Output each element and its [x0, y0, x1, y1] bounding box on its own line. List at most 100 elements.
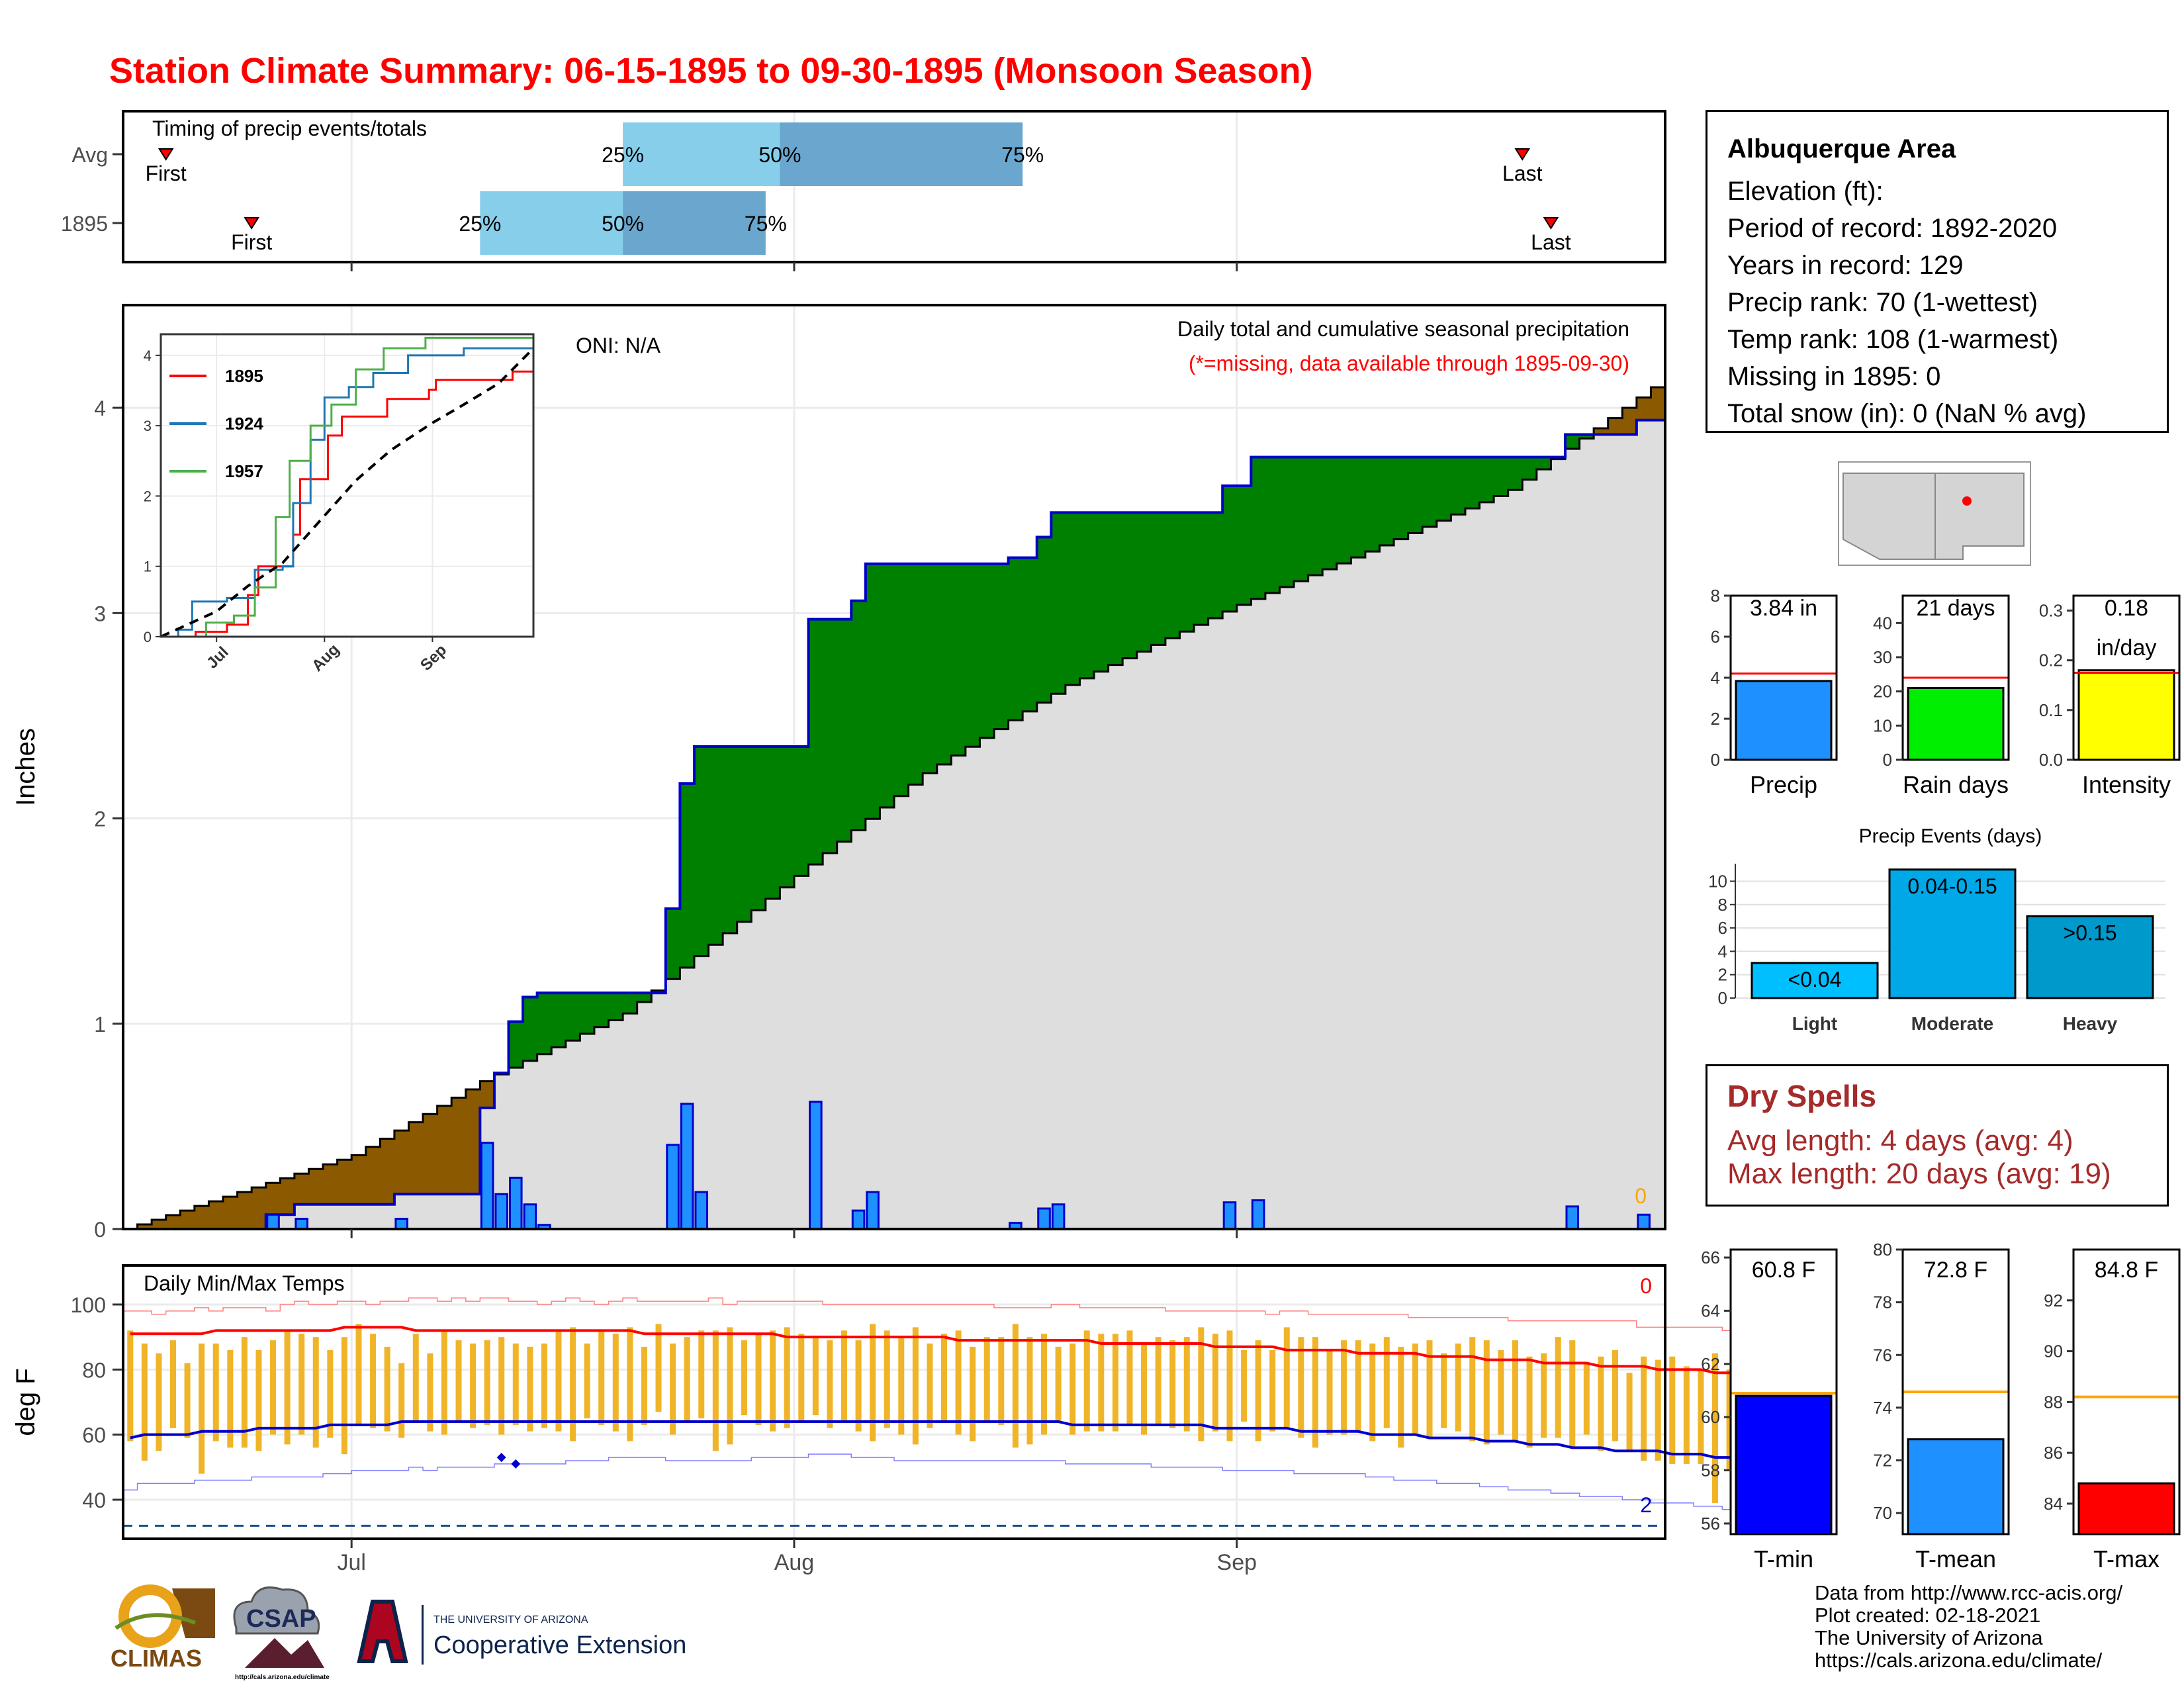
- summary-name-label: Rain days: [1903, 771, 2009, 798]
- precip-y-tick-label: 1: [94, 1013, 106, 1036]
- cum-base-area: [1536, 469, 1551, 1230]
- daily-temp-bar: [1412, 1344, 1418, 1435]
- cum-deficit-area: [480, 1081, 495, 1108]
- cum-base-area: [1565, 449, 1580, 1230]
- cum-surplus-area: [637, 993, 652, 1002]
- daily-temp-bar: [1483, 1340, 1490, 1445]
- events-x-label: Heavy: [2063, 1013, 2118, 1034]
- daily-temp-bar: [1169, 1340, 1176, 1428]
- temp-summary-y-tick-label: 88: [2044, 1392, 2063, 1412]
- daily-temp-bar: [312, 1337, 319, 1448]
- daily-temp-bar: [1698, 1369, 1704, 1464]
- map-arizona: [1843, 473, 1936, 560]
- temp-summary-y-tick-label: 62: [1701, 1354, 1720, 1374]
- inset-series-1895: [161, 366, 535, 638]
- events-bar-heavy: [2026, 915, 2154, 999]
- climas-logo: CLIMAS: [111, 1584, 215, 1672]
- cum-base-area: [1194, 625, 1209, 1229]
- temp-panel: 40 60 80 100 Daily Min/Max Temps 0 2 deg F: [11, 1264, 1808, 1540]
- record-low-marker-icon: [496, 1453, 506, 1463]
- precip-y-tick-label: 2: [94, 807, 106, 831]
- cum-surplus-area: [508, 1021, 523, 1068]
- cum-deficit-area: [465, 1089, 480, 1195]
- daily-temp-bar: [612, 1334, 619, 1432]
- cum-surplus-area: [1151, 512, 1166, 645]
- daily-temp-bar: [641, 1346, 647, 1425]
- info-line: Elevation (ft):: [1727, 177, 1884, 206]
- oni-label: ONI: N/A: [576, 334, 661, 357]
- record-low-line: [123, 1453, 1808, 1517]
- ua-divider: [422, 1605, 424, 1665]
- cum-base-area: [1079, 678, 1095, 1229]
- cum-surplus-area: [923, 563, 938, 774]
- cum-surplus-area: [1094, 512, 1109, 672]
- daily-temp-bar: [141, 1344, 148, 1461]
- info-line: Precip rank: 70 (1-wettest): [1727, 288, 2038, 317]
- cum-surplus-area: [1179, 512, 1195, 632]
- events-title: Precip Events (days): [1859, 825, 2042, 847]
- cum-surplus-area: [808, 619, 823, 865]
- cum-base-area: [1294, 581, 1309, 1229]
- temp-summary-bar-t-min: [1735, 1394, 1833, 1535]
- temp-summary-y-tick-label: 64: [1701, 1301, 1720, 1320]
- avg-cumulative-line: [123, 386, 1665, 1230]
- cum-base-area: [537, 1054, 552, 1229]
- daily-temp-bar: [270, 1340, 277, 1435]
- cum-surplus-area: [1494, 457, 1509, 496]
- daily-temp-bar: [527, 1346, 533, 1432]
- daily-temp-bar: [1469, 1337, 1476, 1441]
- cum-surplus-area: [894, 563, 909, 796]
- record-low-count: 2: [1640, 1493, 1652, 1517]
- precip-desc-1: Daily total and cumulative seasonal prec…: [1177, 317, 1629, 341]
- timing-p50-label: 50%: [758, 143, 801, 167]
- temp-summary-y-tick-label: 78: [1873, 1293, 1892, 1312]
- daily-temp-bar: [884, 1330, 890, 1428]
- daily-temp-bar: [541, 1344, 547, 1428]
- csap-cloud-icon: [233, 1586, 320, 1635]
- temp-summary-bar-t-max: [2077, 1482, 2175, 1535]
- daily-temp-bar: [241, 1337, 248, 1448]
- daily-precip-bar: [480, 1142, 494, 1230]
- timing-p50-label: 50%: [602, 212, 644, 236]
- daily-temp-bar: [1683, 1366, 1690, 1464]
- daily-temp-bar: [127, 1330, 134, 1441]
- cum-base-area: [637, 1001, 652, 1229]
- inset-y-tick-label: 4: [144, 347, 152, 364]
- daily-temp-bar: [1569, 1340, 1576, 1448]
- timing-bar-q1: [623, 122, 780, 186]
- cum-base-area: [737, 921, 752, 1229]
- cum-base-area: [865, 819, 880, 1229]
- cum-base-area: [923, 773, 938, 1229]
- cum-base-area: [794, 876, 809, 1229]
- daily-temp-bar: [1255, 1340, 1261, 1441]
- daily-temp-bar: [1555, 1337, 1561, 1438]
- daily-temp-bar: [570, 1327, 576, 1441]
- cum-base-area: [1165, 638, 1180, 1229]
- cum-base-area: [1351, 557, 1366, 1229]
- events-y-tick-label: 6: [1718, 918, 1727, 938]
- cum-base-area: [723, 933, 738, 1229]
- daily-temp-bar: [770, 1330, 776, 1432]
- credit-line: Data from http://www.rcc-acis.org/: [1815, 1581, 2123, 1604]
- cum-base-area: [880, 807, 895, 1229]
- daily-temp-bar: [841, 1330, 847, 1422]
- cum-deficit-area: [365, 1146, 381, 1205]
- summary-panel-frame: [1901, 594, 2010, 761]
- cum-surplus-area: [608, 993, 623, 1021]
- cum-base-area: [1036, 702, 1052, 1229]
- cum-deficit-area: [265, 1183, 281, 1215]
- daily-temp-bar: [927, 1344, 933, 1428]
- credit-line: https://cals.arizona.edu/climate/: [1815, 1649, 2103, 1672]
- cum-deficit-area: [423, 1114, 438, 1195]
- cum-surplus-area: [1394, 457, 1409, 539]
- daily-temp-bar: [912, 1327, 919, 1445]
- cum-base-area: [1551, 459, 1566, 1229]
- cum-base-area: [1051, 694, 1066, 1229]
- cum-deficit-area: [394, 1130, 409, 1195]
- inset-frame: [159, 333, 535, 638]
- daily-temp-bar: [1212, 1334, 1218, 1432]
- cum-base-area: [494, 1074, 509, 1229]
- temp-y-tick-label: 100: [71, 1293, 106, 1317]
- daily-temp-bar: [1269, 1349, 1276, 1432]
- cum-surplus-area: [1222, 485, 1238, 612]
